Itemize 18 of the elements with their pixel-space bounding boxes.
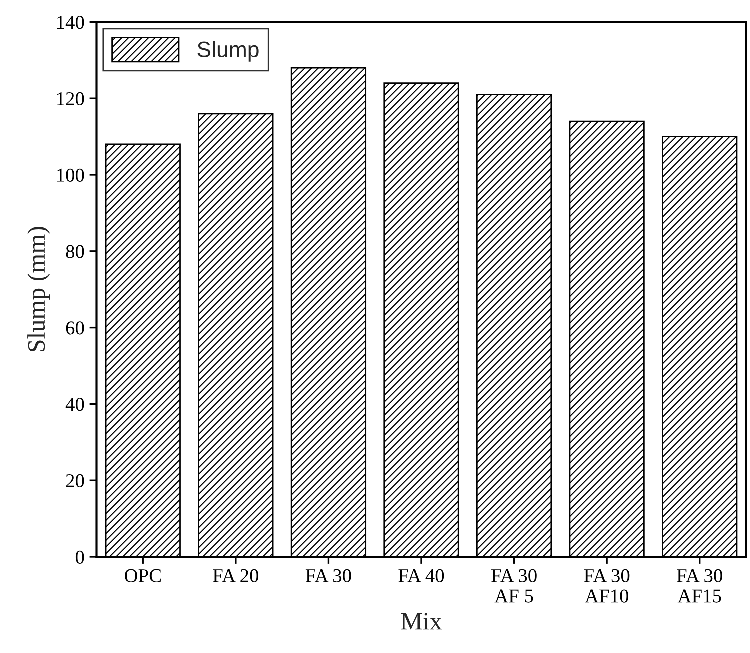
x-tick-label: FA 40 (398, 569, 444, 582)
y-tick-label: 40 (66, 398, 84, 412)
x-axis-title: Mix (401, 613, 442, 630)
x-tick-label: FA 30 AF 5 (492, 569, 537, 603)
y-tick-label: 140 (57, 16, 84, 30)
y-tick-label: 0 (76, 550, 84, 564)
y-tick-label: 120 (57, 92, 84, 106)
y-tick-label: 20 (66, 474, 84, 488)
y-tick-label: 100 (57, 168, 84, 182)
y-axis-title: Slump (mm) (28, 227, 50, 352)
x-tick-label: FA 30 (306, 569, 352, 582)
x-tick-label: FA 30 AF15 (677, 569, 722, 603)
x-tick-label: OPC (125, 569, 161, 582)
y-tick-label: 60 (66, 322, 84, 335)
legend-label: Slump (198, 41, 259, 62)
y-tick-label: 80 (66, 245, 84, 258)
x-tick-label: FA 30 AF10 (584, 569, 630, 603)
x-tick-label: FA 20 (213, 569, 259, 582)
